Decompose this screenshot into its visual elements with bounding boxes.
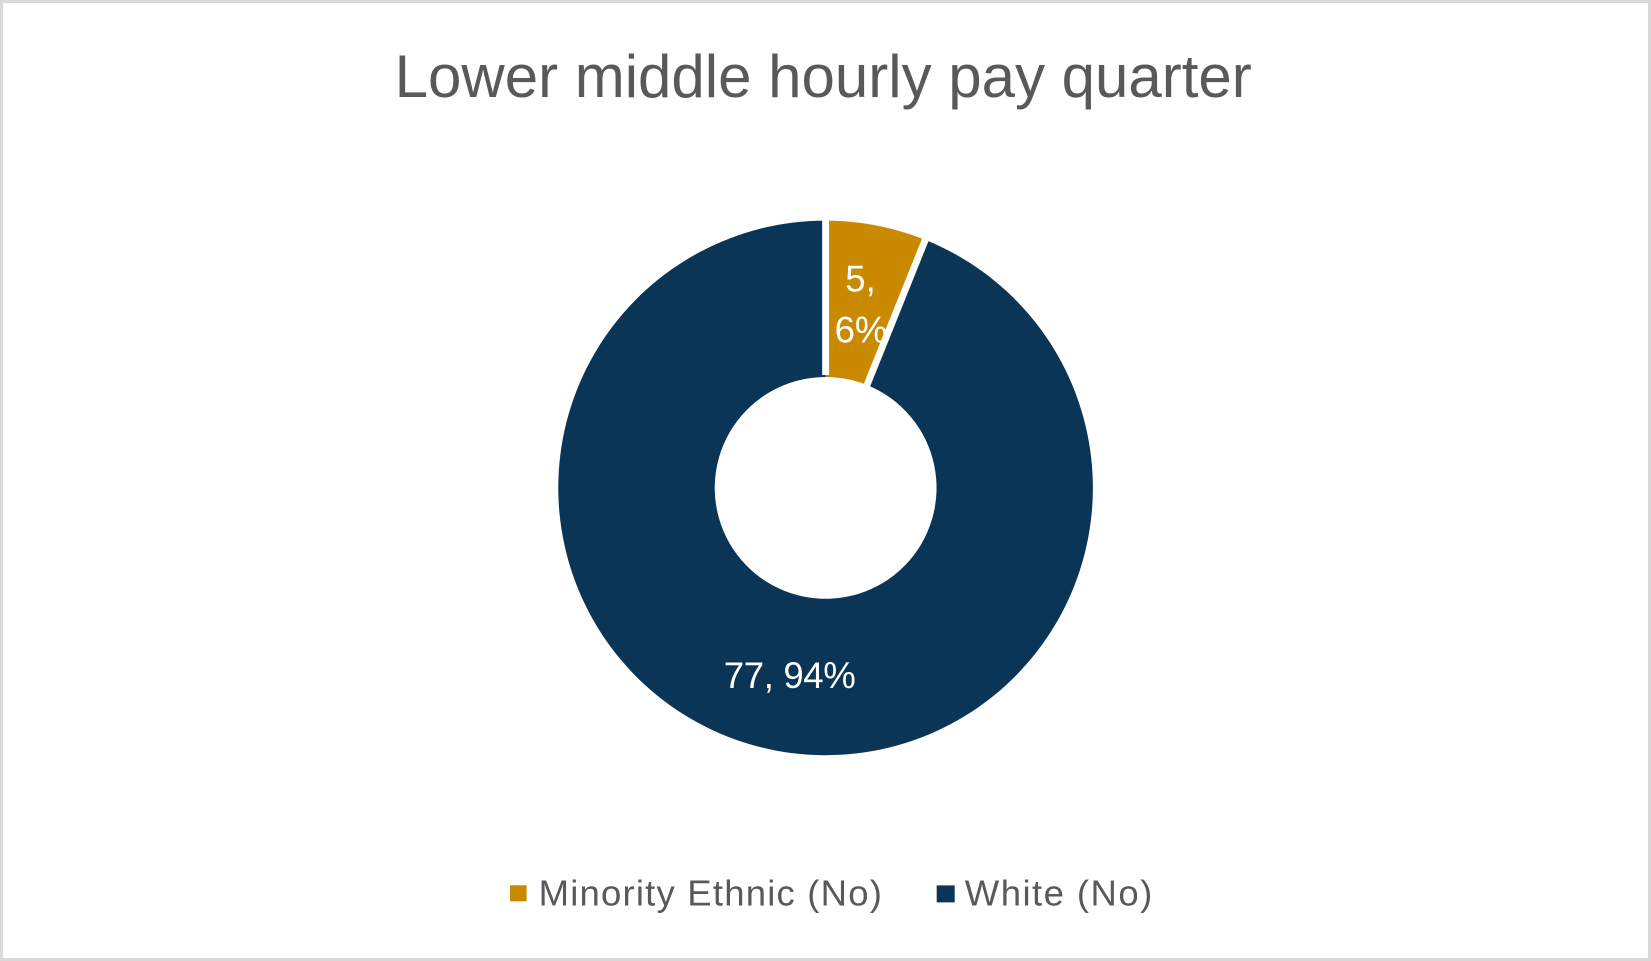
svg-text:Lower middle hourly pay quarte: Lower middle hourly pay quarter [395, 43, 1252, 110]
svg-text:White (No): White (No) [965, 872, 1154, 913]
svg-text:5,: 5, [845, 258, 876, 299]
svg-text:77, 94%: 77, 94% [724, 655, 856, 696]
svg-text:6%: 6% [835, 310, 888, 351]
svg-text:Minority Ethnic (No): Minority Ethnic (No) [539, 872, 883, 913]
